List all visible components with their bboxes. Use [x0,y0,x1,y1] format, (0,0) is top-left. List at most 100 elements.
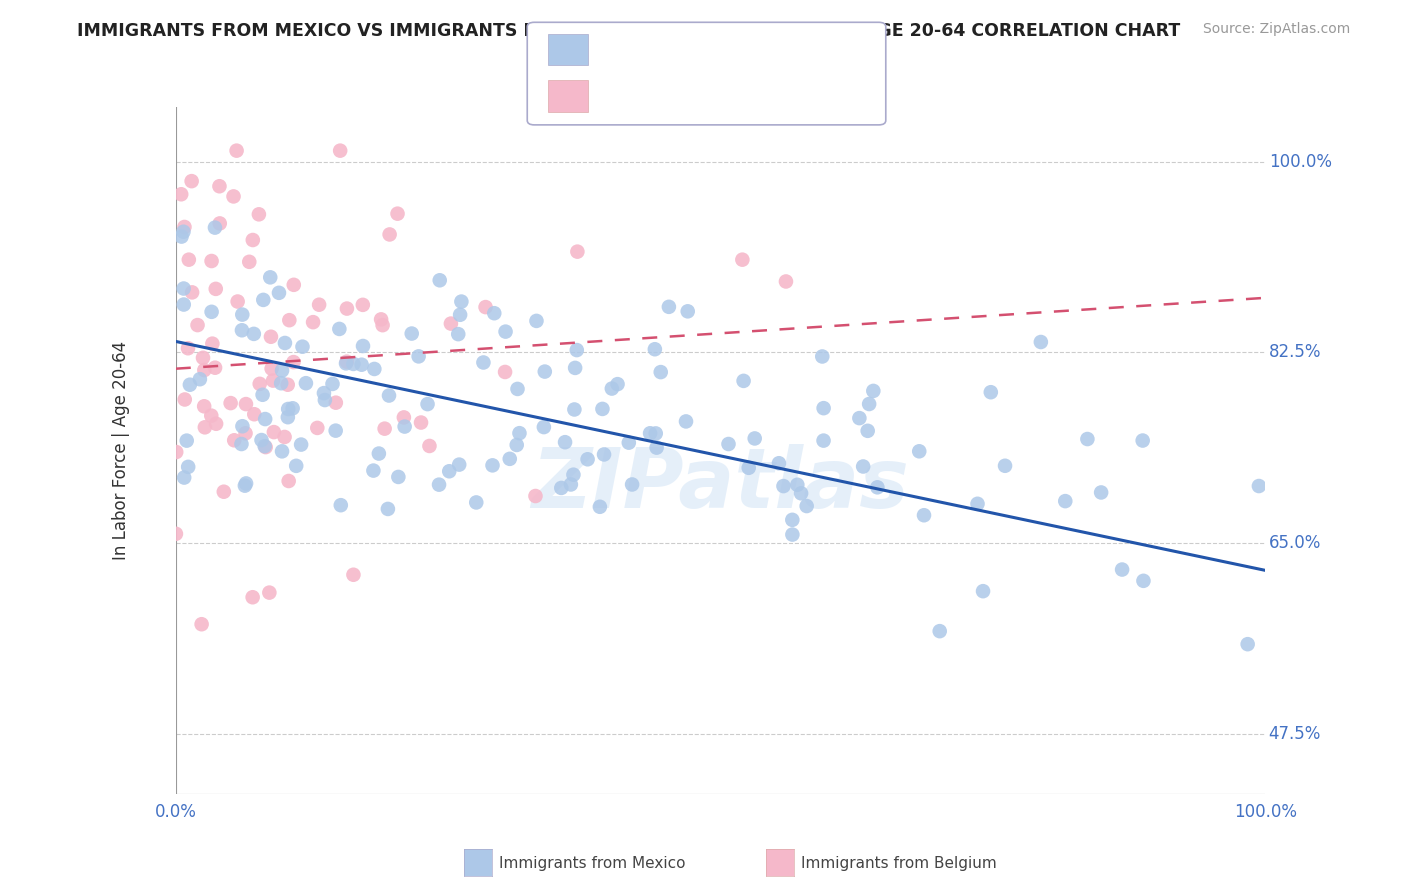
Point [717,437,740,451]
Point [201,336,224,351]
Point [273,430,295,444]
Point [231,308,253,322]
Point [650,365,672,379]
Text: 47.5%: 47.5% [1268,725,1322,743]
Point [813,434,835,448]
Point [908,444,931,458]
Point [576,452,599,467]
Point [506,382,529,396]
Point [1247,479,1270,493]
Point [567,244,589,259]
Point [465,495,488,509]
Point [204,282,226,296]
Text: Immigrants from Belgium: Immigrants from Belgium [801,856,997,871]
Text: Immigrants from Mexico: Immigrants from Mexico [499,856,686,871]
Point [856,424,879,438]
Point [589,500,612,514]
Text: R =  0.037   N =  65: R = 0.037 N = 65 [605,87,786,105]
Text: IMMIGRANTS FROM MEXICO VS IMMIGRANTS FROM BELGIUM IN LABOR FORCE | AGE 20-64 COR: IMMIGRANTS FROM MEXICO VS IMMIGRANTS FRO… [77,22,1181,40]
Point [786,477,808,491]
Point [560,477,582,491]
Point [260,330,283,344]
Point [312,386,335,401]
Point [772,479,794,493]
Point [224,434,246,448]
Point [352,298,374,312]
Point [336,354,359,368]
Point [600,382,623,396]
Point [427,477,450,491]
Point [254,440,277,454]
Point [370,312,392,326]
Point [238,255,260,269]
Point [165,445,187,459]
Point [242,591,264,605]
Point [796,499,818,513]
Point [550,481,572,495]
Point [866,480,889,494]
Point [314,392,336,407]
Point [342,567,364,582]
Point [374,422,396,436]
Point [249,376,271,391]
Point [329,144,352,158]
Point [173,219,195,234]
Point [242,233,264,247]
Point [191,351,214,365]
Point [204,220,226,235]
Point [744,432,766,446]
Point [813,401,835,416]
Text: ZIPatlas: ZIPatlas [531,444,910,525]
Point [278,313,301,327]
Point [231,437,253,451]
Point [201,305,224,319]
Point [1090,485,1112,500]
Point [387,470,409,484]
Point [676,304,699,318]
Point [1111,563,1133,577]
Point [790,486,813,500]
Point [524,489,547,503]
Point [350,358,373,372]
Point [484,306,506,320]
Point [363,362,385,376]
Text: In Labor Force | Age 20-64: In Labor Force | Age 20-64 [112,341,131,560]
Point [231,419,253,434]
Point [205,417,228,431]
Point [252,293,274,307]
Point [644,426,666,441]
Point [208,216,231,230]
Point [352,339,374,353]
Point [335,356,357,370]
Point [291,340,314,354]
Point [1236,637,1258,651]
Point [447,327,470,342]
Point [259,585,281,599]
Point [416,397,439,411]
Point [235,476,257,491]
Point [494,365,516,379]
Point [912,508,935,523]
Point [328,322,350,336]
Point [225,144,247,158]
Point [1029,334,1052,349]
Point [499,451,522,466]
Point [336,301,359,316]
Point [226,294,249,309]
Point [222,189,245,203]
Point [262,374,284,388]
Point [235,397,257,411]
Point [283,355,305,369]
Point [562,467,585,482]
Point [193,399,215,413]
Point [260,361,283,376]
Point [782,513,804,527]
Point [848,411,870,425]
Point [472,355,495,369]
Point [533,365,555,379]
Point [200,254,222,268]
Point [565,343,588,357]
Point [1132,434,1154,448]
Point [277,377,299,392]
Point [392,410,415,425]
